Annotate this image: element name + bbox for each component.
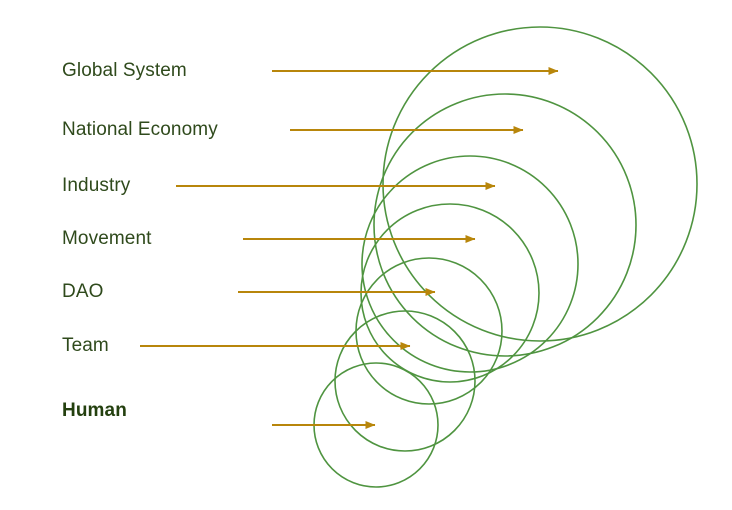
scale-label-industry: Industry (62, 175, 131, 196)
scale-arrows-group (140, 67, 559, 429)
scale-label-national-economy: National Economy (62, 119, 218, 140)
scale-label-movement: Movement (62, 228, 152, 249)
scale-circles-group (313, 26, 698, 488)
scale-circle-team (334, 310, 476, 452)
scale-circle-industry (361, 155, 579, 373)
scale-label-dao: DAO (62, 281, 104, 302)
scale-label-global-system: Global System (62, 60, 187, 81)
scale-circle-global-system (382, 26, 698, 342)
scale-circle-national-economy (373, 93, 637, 357)
scale-label-human: Human (62, 400, 127, 421)
scale-label-team: Team (62, 335, 109, 356)
